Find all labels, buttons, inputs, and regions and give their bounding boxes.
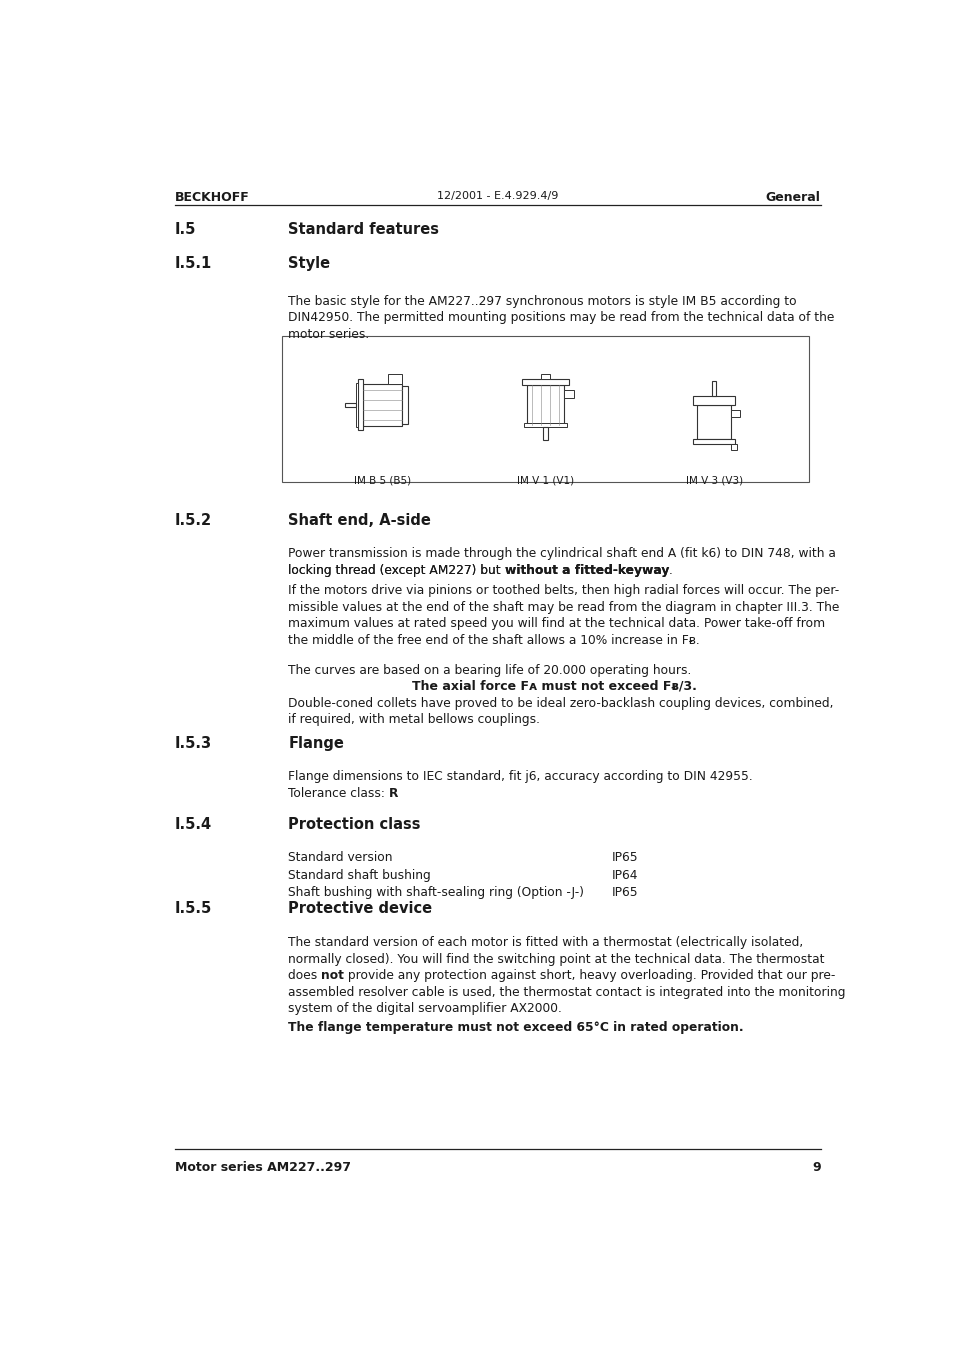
- Text: the middle of the free end of the shaft allows a 10% increase in Fᴃ.: the middle of the free end of the shaft …: [288, 634, 700, 647]
- Text: R: R: [389, 788, 398, 800]
- Text: The basic style for the AM227..297 synchronous motors is style IM B5 according t: The basic style for the AM227..297 synch…: [288, 295, 796, 308]
- Bar: [522, 380, 568, 385]
- Bar: [526, 385, 563, 426]
- Text: locking thread (except AM227) but: locking thread (except AM227) but: [288, 563, 504, 577]
- Text: I.5.3: I.5.3: [174, 736, 212, 751]
- Text: not: not: [321, 969, 344, 982]
- Text: Double-coned collets have proved to be ideal zero-backlash coupling devices, com: Double-coned collets have proved to be i…: [288, 697, 833, 709]
- Text: I.5.4: I.5.4: [174, 816, 212, 832]
- Text: I.5: I.5: [174, 222, 196, 238]
- Text: The standard version of each motor is fitted with a thermostat (electrically iso: The standard version of each motor is fi…: [288, 936, 802, 948]
- Bar: [697, 405, 730, 439]
- Text: General: General: [765, 192, 820, 204]
- Bar: [540, 374, 549, 380]
- Text: does: does: [288, 969, 321, 982]
- Text: I.5.5: I.5.5: [174, 901, 213, 916]
- Text: Shaft end, A-side: Shaft end, A-side: [288, 513, 431, 528]
- Text: locking thread (except AM227) but: locking thread (except AM227) but: [288, 563, 504, 577]
- Text: Flange dimensions to IEC standard, fit j6, accuracy according to DIN 42955.: Flange dimensions to IEC standard, fit j…: [288, 770, 752, 784]
- Text: IM V 1 (V1): IM V 1 (V1): [517, 476, 574, 485]
- Text: I.5.2: I.5.2: [174, 513, 212, 528]
- Text: Protective device: Protective device: [288, 901, 432, 916]
- Text: system of the digital servoamplifier AX2000.: system of the digital servoamplifier AX2…: [288, 1002, 561, 1015]
- Text: if required, with metal bellows couplings.: if required, with metal bellows coupling…: [288, 713, 539, 725]
- Bar: [345, 403, 355, 407]
- Text: Standard version: Standard version: [288, 851, 393, 865]
- Text: maximum values at rated speed you will find at the technical data. Power take-of: maximum values at rated speed you will f…: [288, 617, 824, 630]
- Bar: [355, 382, 358, 427]
- Bar: [388, 374, 401, 384]
- Text: without a fitted-keyway: without a fitted-keyway: [504, 563, 668, 577]
- Bar: [730, 444, 737, 450]
- Text: missible values at the end of the shaft may be read from the diagram in chapter : missible values at the end of the shaft …: [288, 601, 839, 613]
- Bar: [401, 386, 407, 423]
- Text: .: .: [668, 563, 672, 577]
- Text: The flange temperature must not exceed 65°C in rated operation.: The flange temperature must not exceed 6…: [288, 1020, 743, 1034]
- Text: provide any protection against short, heavy overloading. Provided that our pre-: provide any protection against short, he…: [344, 969, 835, 982]
- Bar: [362, 384, 401, 426]
- Bar: [692, 439, 735, 444]
- Text: Flange: Flange: [288, 736, 344, 751]
- Text: If the motors drive via pinions or toothed belts, then high radial forces will o: If the motors drive via pinions or tooth…: [288, 584, 839, 597]
- Text: assembled resolver cable is used, the thermostat contact is integrated into the : assembled resolver cable is used, the th…: [288, 986, 844, 998]
- Bar: [523, 423, 566, 427]
- Text: IP65: IP65: [611, 851, 638, 865]
- Text: BECKHOFF: BECKHOFF: [174, 192, 250, 204]
- Bar: [282, 336, 808, 482]
- Text: IP65: IP65: [611, 886, 638, 898]
- Text: The curves are based on a bearing life of 20.000 operating hours.: The curves are based on a bearing life o…: [288, 665, 691, 677]
- Bar: [563, 389, 573, 399]
- Text: I.5.1: I.5.1: [174, 257, 213, 272]
- Text: Style: Style: [288, 257, 330, 272]
- Text: Shaft bushing with shaft-sealing ring (Option -J-): Shaft bushing with shaft-sealing ring (O…: [288, 886, 583, 898]
- Text: IP64: IP64: [611, 869, 638, 882]
- Bar: [712, 381, 716, 396]
- Text: motor series.: motor series.: [288, 328, 369, 340]
- Text: normally closed). You will find the switching point at the technical data. The t: normally closed). You will find the swit…: [288, 952, 823, 966]
- Text: 9: 9: [811, 1161, 820, 1174]
- Text: 12/2001 - E.4.929.4/9: 12/2001 - E.4.929.4/9: [436, 192, 558, 201]
- Text: Standard features: Standard features: [288, 222, 438, 238]
- Text: IM V 3 (V3): IM V 3 (V3): [685, 476, 742, 485]
- Text: Motor series AM227..297: Motor series AM227..297: [174, 1161, 351, 1174]
- Bar: [543, 427, 547, 440]
- Text: without a fitted-keyway: without a fitted-keyway: [504, 563, 668, 577]
- Text: IM B 5 (B5): IM B 5 (B5): [354, 476, 410, 485]
- Text: Protection class: Protection class: [288, 816, 420, 832]
- Text: DIN42950. The permitted mounting positions may be read from the technical data o: DIN42950. The permitted mounting positio…: [288, 311, 834, 324]
- Bar: [692, 396, 735, 405]
- Text: The axial force Fᴀ must not exceed Fᴃ/3.: The axial force Fᴀ must not exceed Fᴃ/3.: [412, 680, 696, 693]
- Text: Tolerance class:: Tolerance class:: [288, 788, 389, 800]
- Bar: [358, 380, 362, 431]
- Text: Power transmission is made through the cylindrical shaft end A (fit k6) to DIN 7: Power transmission is made through the c…: [288, 547, 835, 561]
- Text: Standard shaft bushing: Standard shaft bushing: [288, 869, 431, 882]
- Bar: [730, 411, 739, 417]
